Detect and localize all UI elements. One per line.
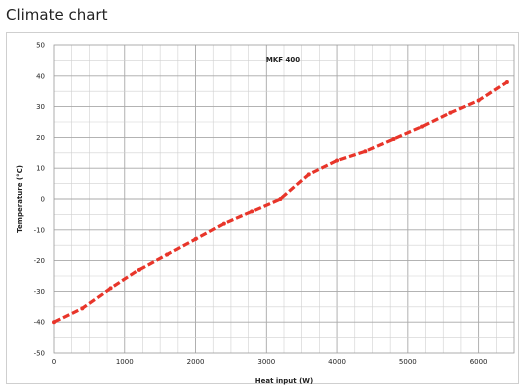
data-point xyxy=(420,124,424,129)
series-layer xyxy=(52,79,509,325)
data-point xyxy=(306,172,311,177)
y-tick-label: -30 xyxy=(34,288,45,296)
x-tick-label: 4000 xyxy=(328,358,346,366)
y-tick-label: -10 xyxy=(34,226,45,234)
y-tick-label: -40 xyxy=(34,319,45,327)
chart-title: MKF 400 xyxy=(266,56,300,64)
page-title: Climate chart xyxy=(6,6,108,24)
y-tick-label: 20 xyxy=(36,134,45,142)
data-point xyxy=(504,79,509,84)
series-line xyxy=(53,80,508,324)
x-tick-label: 6000 xyxy=(470,358,488,366)
data-point xyxy=(335,158,340,163)
data-point xyxy=(221,221,226,226)
data-point xyxy=(80,306,85,311)
y-tick-label: -20 xyxy=(34,257,45,265)
y-tick-label: 50 xyxy=(36,42,45,50)
data-point xyxy=(165,252,170,257)
x-tick-label: 2000 xyxy=(187,358,205,366)
y-tick-label: 30 xyxy=(36,103,45,111)
data-point xyxy=(278,197,283,201)
x-tick-label: 5000 xyxy=(399,358,417,366)
grid-layer xyxy=(54,45,514,353)
y-axis-label: Temperature (°C) xyxy=(16,165,24,233)
plot-border xyxy=(53,44,515,354)
data-point xyxy=(108,286,113,291)
data-point xyxy=(193,237,198,242)
data-point xyxy=(250,209,255,214)
x-tick-label: 1000 xyxy=(116,358,134,366)
ticks-layer: 0 1000 2000 3000 4000 5000 6000 50 40 30 20 10 0 -10 -… xyxy=(34,42,488,367)
data-point xyxy=(363,149,368,154)
data-point xyxy=(52,320,56,325)
x-tick-label: 0 xyxy=(52,358,56,366)
x-axis-label: Heat input (W) xyxy=(255,377,313,385)
data-point xyxy=(448,110,453,115)
x-tick-label: 3000 xyxy=(257,358,275,366)
data-point xyxy=(391,136,396,141)
y-tick-label: 40 xyxy=(36,72,45,80)
y-tick-label: -50 xyxy=(34,350,45,358)
data-point xyxy=(476,98,481,103)
y-tick-label: 10 xyxy=(36,165,45,173)
chart-frame xyxy=(6,32,519,384)
data-point xyxy=(136,267,141,272)
y-tick-label: 0 xyxy=(41,196,45,204)
